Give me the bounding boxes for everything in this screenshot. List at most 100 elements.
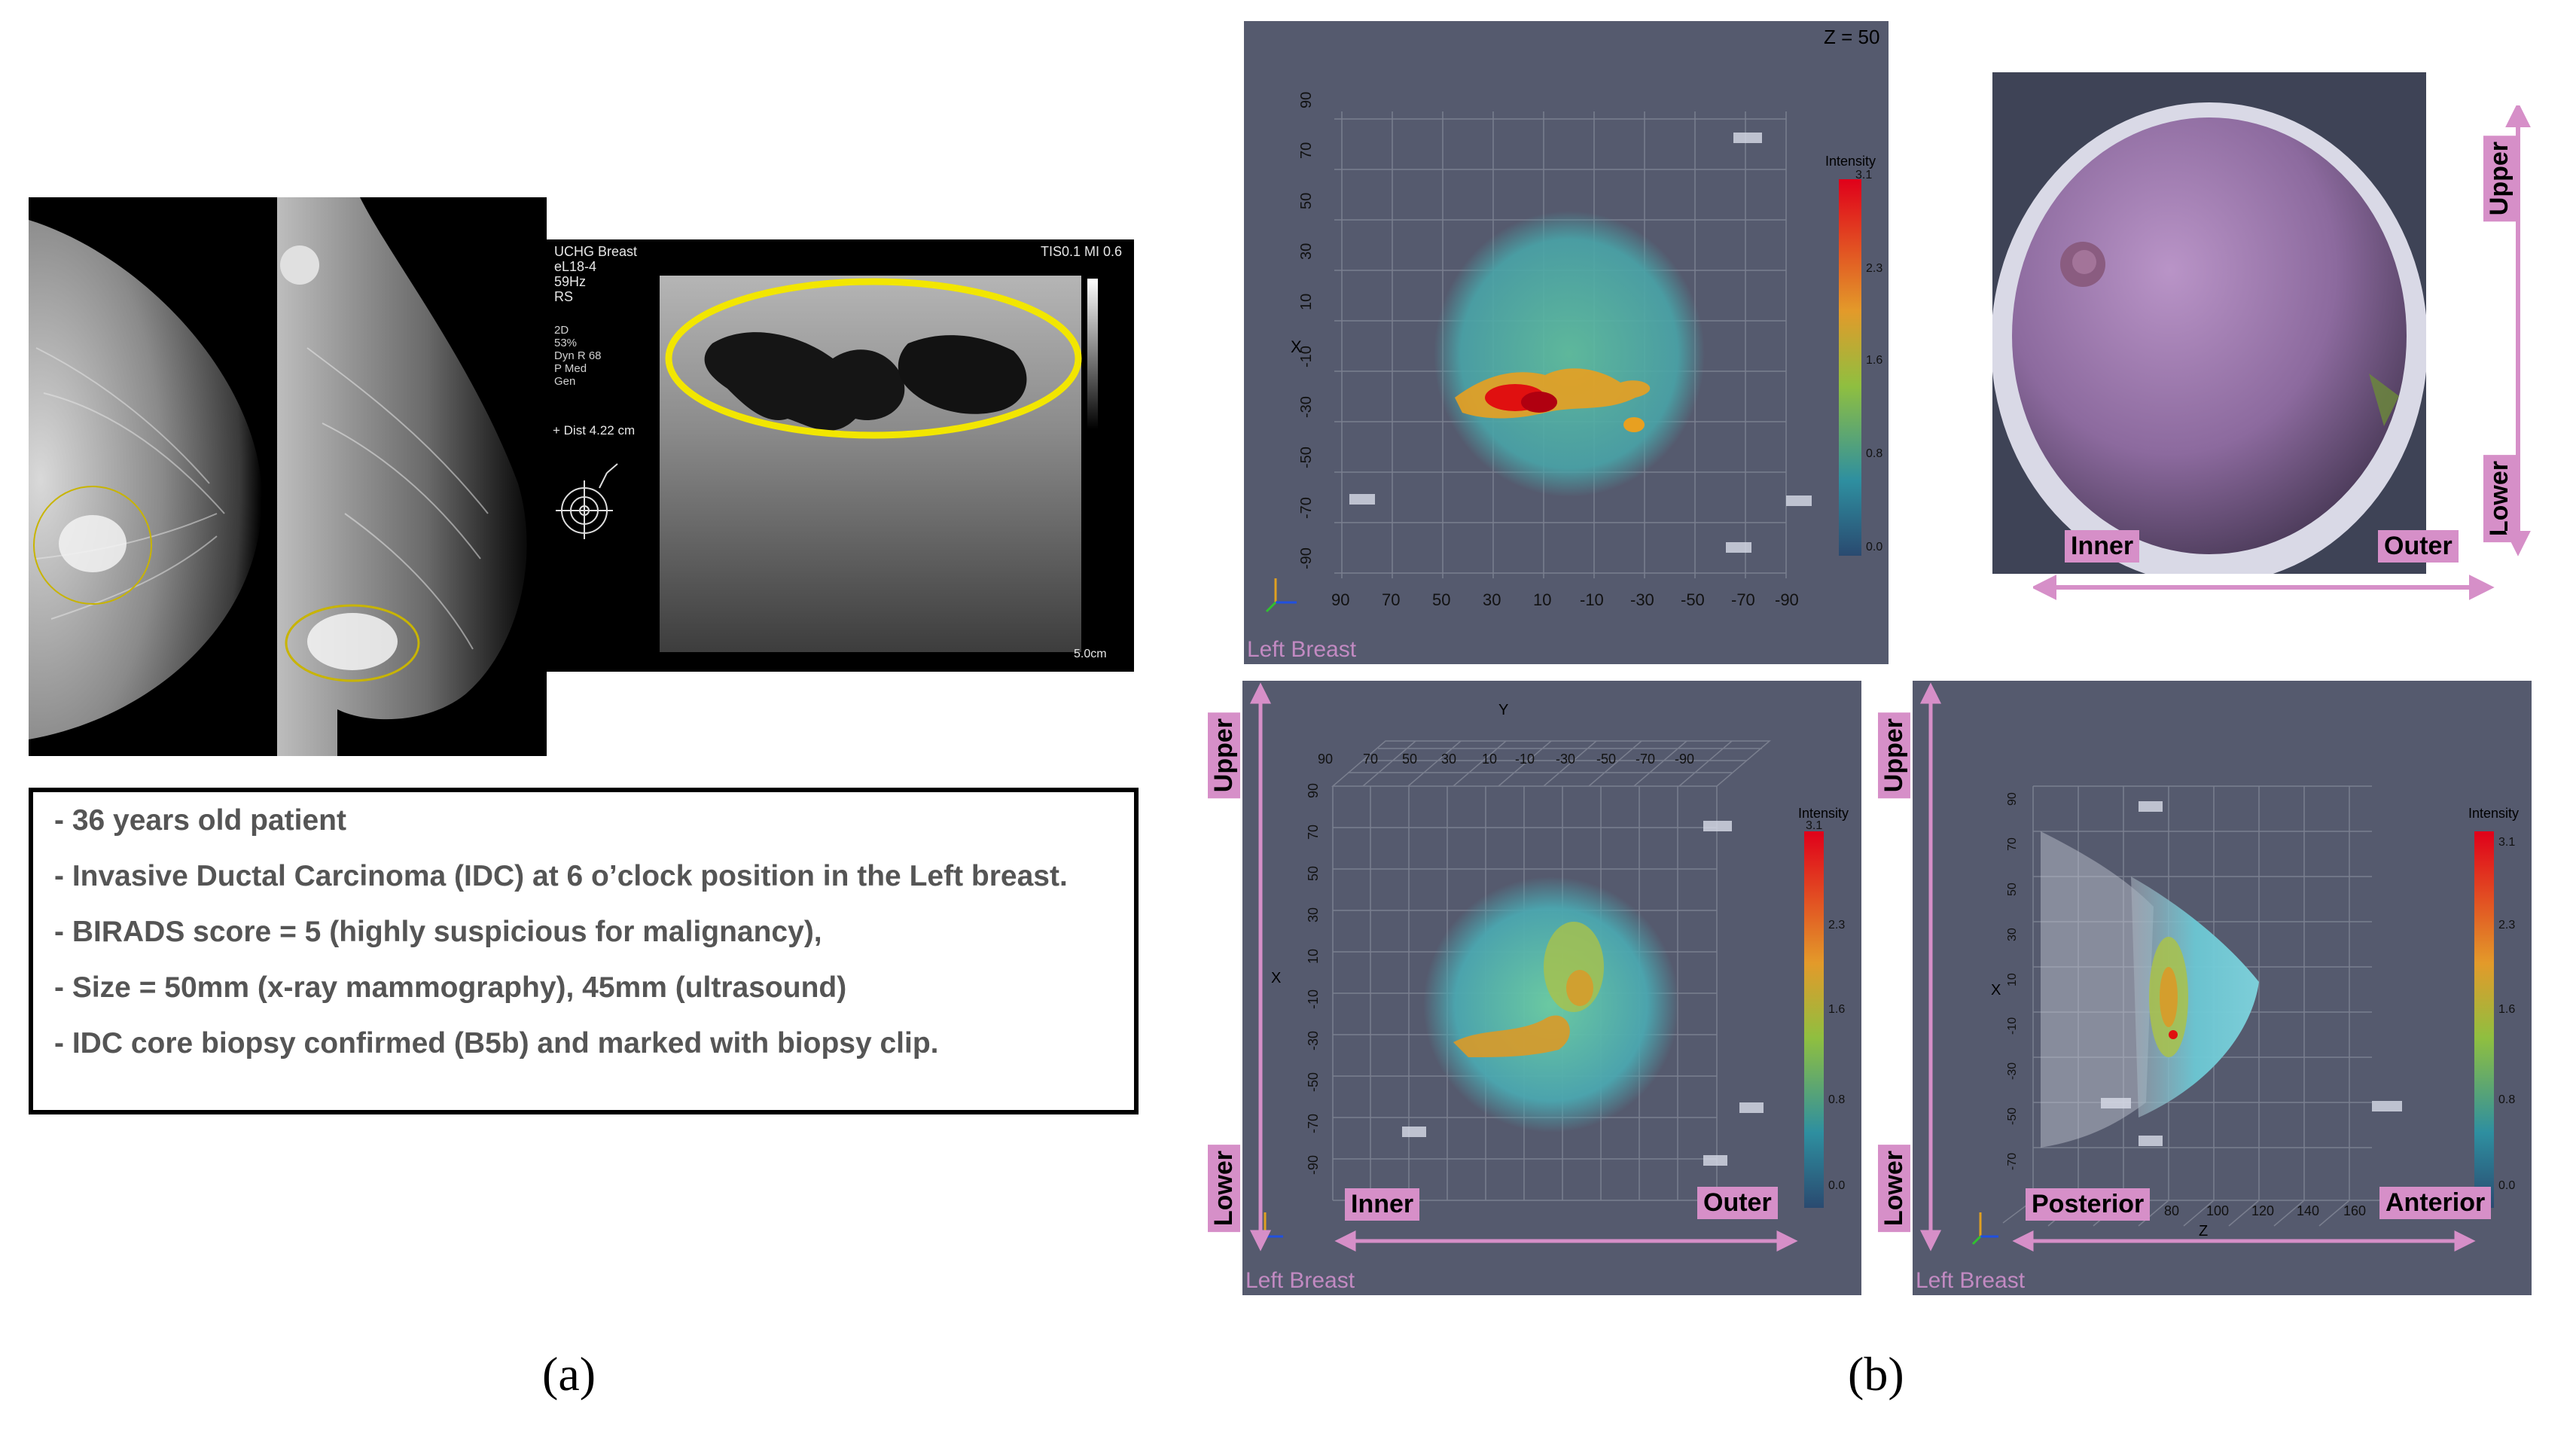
x-tick: -90 <box>1775 590 1799 609</box>
x-tick: -70 <box>1731 590 1755 609</box>
lesion-circle-mlo <box>285 604 420 682</box>
colorbar-tick: 0.0 <box>1866 541 1883 553</box>
z-slice-label: Z = 50 <box>1824 26 1880 48</box>
ultrasound-scan <box>660 276 1082 652</box>
note-line: - 36 years old patient <box>54 804 346 837</box>
view-footer: Left Breast <box>1245 1268 1355 1293</box>
note-line: - Size = 50mm (x-ray mammography), 45mm … <box>54 971 847 1004</box>
top-tick: 90 <box>1318 752 1334 767</box>
top-tick: 70 <box>1363 752 1379 767</box>
y-tick: 30 <box>1298 242 1315 260</box>
x-axis-label: X <box>1271 970 1282 986</box>
colorbar-tick: 1.6 <box>1828 1003 1846 1016</box>
bottom-tick: 160 <box>2343 1203 2367 1218</box>
mammogram-mlo-image <box>277 197 547 756</box>
x-tick: 10 <box>1533 590 1552 609</box>
top-tick: -90 <box>1675 752 1695 767</box>
breast-photo <box>1991 72 2428 584</box>
patient-notes-box: - 36 years old patient - Invasive Ductal… <box>29 788 1139 1114</box>
label-anterior: Anterior <box>2379 1187 2492 1219</box>
label-upper: Upper <box>1208 712 1240 799</box>
bottom-tick: 140 <box>2297 1203 2320 1218</box>
z-axis-label: Z <box>2199 1223 2209 1239</box>
caption-a: (a) <box>542 1347 596 1401</box>
note-line: - IDC core biopsy confirmed (B5b) and ma… <box>54 1027 939 1060</box>
top-tick: -70 <box>1636 752 1656 767</box>
top-tick: 50 <box>1402 752 1418 767</box>
note-line: - BIRADS score = 5 (highly suspicious fo… <box>54 916 822 948</box>
colorbar-tick: 0.8 <box>1866 447 1883 460</box>
3d-side-view: X Z 90 70 50 30 10 -10 -30 -50 -70 40 60… <box>1913 681 2532 1295</box>
colorbar-tick: 2.3 <box>1866 262 1883 275</box>
mammogram-cc-image <box>29 197 277 756</box>
x-tick: -30 <box>1630 590 1654 609</box>
3d-front-plot <box>1256 740 1824 1246</box>
y-tick: -30 <box>1298 396 1315 418</box>
top-slice-plot <box>1265 111 1861 613</box>
view-footer: Left Breast <box>1247 637 1357 662</box>
label-posterior: Posterior <box>2026 1188 2151 1221</box>
label-lower: Lower <box>1208 1145 1240 1233</box>
side-orientation-arrows <box>1919 682 2476 1252</box>
y-tick: -90 <box>1298 547 1315 569</box>
bottom-tick: 80 <box>2164 1203 2180 1218</box>
colorbar-tick: 2.3 <box>1828 919 1846 931</box>
x-tick: 90 <box>1331 590 1350 609</box>
top-tick: -30 <box>1556 752 1576 767</box>
label-upper: Upper <box>1878 712 1910 799</box>
colorbar-tick: 3.1 <box>1855 169 1873 181</box>
ultrasound-depth-label: 5.0cm <box>1074 648 1107 660</box>
x-tick: 70 <box>1382 590 1401 609</box>
front-orientation-arrows <box>1249 682 1798 1252</box>
x-tick: 30 <box>1483 590 1501 609</box>
colorbar-tick: 3.1 <box>1806 819 1823 832</box>
y-tick: 10 <box>1298 293 1315 310</box>
top-tick: -10 <box>1515 752 1535 767</box>
lesion-ellipse-ultrasound <box>665 278 1082 439</box>
colorbar-tick: 2.3 <box>2498 919 2516 931</box>
colorbar-tick: 3.1 <box>2498 836 2516 849</box>
caption-b: (b) <box>1848 1347 1904 1401</box>
colorbar-tick: 0.8 <box>1828 1093 1846 1106</box>
x-tick: -10 <box>1580 590 1604 609</box>
view-footer: Left Breast <box>1916 1268 2026 1293</box>
lesion-circle-cc <box>33 486 152 605</box>
colorbar-tick: 1.6 <box>2498 1003 2516 1016</box>
colorbar-title: Intensity <box>2468 806 2520 821</box>
top-slice-view: Z = 50 X 90 70 50 30 10 -10 -30 -50 -70 … <box>1244 21 1889 664</box>
note-line: - Invasive Ductal Carcinoma (IDC) at 6 o… <box>54 860 1068 892</box>
top-tick: 10 <box>1482 752 1498 767</box>
y-tick: 50 <box>1298 192 1315 209</box>
y-tick: -70 <box>1298 497 1315 519</box>
probe-position-icon <box>556 463 618 539</box>
bottom-tick: 100 <box>2206 1203 2230 1218</box>
colorbar-tick: 0.8 <box>2498 1093 2516 1106</box>
label-outer: Outer <box>2378 530 2459 563</box>
ultrasound-mode-settings: 2D 53% Dyn R 68 P Med Gen <box>554 324 602 388</box>
y-axis-label: Y <box>1498 702 1509 718</box>
mammogram-cc-drawing <box>29 220 262 739</box>
label-inner: Inner <box>2065 530 2140 563</box>
y-tick: 90 <box>1298 91 1315 108</box>
colorbar-tick: 0.0 <box>1828 1179 1846 1192</box>
colorbar-title: Intensity <box>1798 806 1849 821</box>
colorbar-tick: 1.6 <box>1866 354 1883 367</box>
grayscale-bar <box>1087 279 1098 429</box>
3d-side-plot <box>1971 785 2494 1246</box>
x-tick: 50 <box>1432 590 1451 609</box>
label-outer: Outer <box>1697 1187 1778 1219</box>
photo-orientation-arrows <box>2033 105 2531 600</box>
bottom-tick: 120 <box>2251 1203 2275 1218</box>
colorbar-tick: 0.0 <box>2498 1179 2516 1192</box>
y-tick: -50 <box>1298 447 1315 468</box>
top-tick: 30 <box>1441 752 1457 767</box>
x-axis-label: X <box>1291 337 1302 356</box>
colorbar-title: Intensity <box>1825 154 1876 169</box>
ultrasound-distance-readout: + Dist 4.22 cm <box>553 423 636 438</box>
ultrasound-header-left: UCHG Breast eL18-4 59Hz RS <box>554 244 638 304</box>
label-lower: Lower <box>1878 1145 1910 1233</box>
ultrasound-header-right: TIS0.1 MI 0.6 <box>1040 244 1122 259</box>
top-tick: -50 <box>1596 752 1617 767</box>
y-tick: 70 <box>1298 142 1315 159</box>
label-inner: Inner <box>1345 1188 1420 1221</box>
